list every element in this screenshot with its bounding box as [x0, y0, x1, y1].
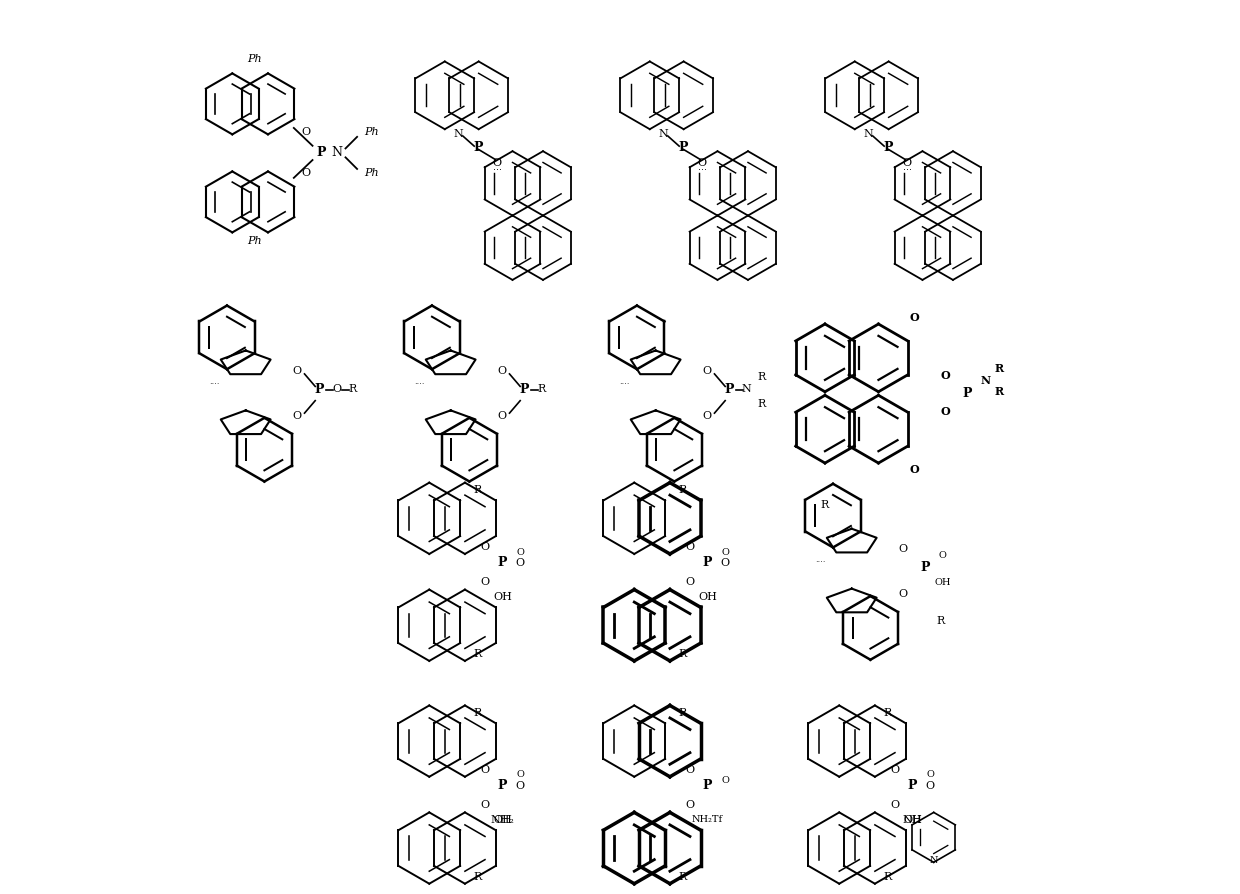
Text: O: O	[909, 464, 919, 475]
Text: ····: ····	[414, 380, 425, 389]
Text: O: O	[890, 800, 899, 810]
Text: R: R	[678, 485, 687, 494]
Text: OH: OH	[935, 578, 951, 587]
Text: O: O	[492, 158, 502, 168]
Text: OH: OH	[494, 592, 512, 602]
Text: P: P	[962, 387, 972, 400]
Text: P: P	[520, 383, 528, 395]
Text: P: P	[724, 383, 734, 395]
Text: P: P	[920, 561, 930, 574]
Text: R: R	[537, 384, 546, 394]
Text: O: O	[684, 800, 694, 810]
Text: O: O	[516, 548, 525, 557]
Text: OH: OH	[494, 814, 512, 824]
Text: O: O	[722, 548, 729, 557]
Text: N: N	[930, 856, 937, 865]
Text: O: O	[301, 128, 311, 138]
Text: O: O	[909, 312, 919, 324]
Text: O: O	[899, 589, 908, 599]
Text: O: O	[684, 764, 694, 774]
Text: Ph: Ph	[365, 168, 379, 179]
Text: ····: ····	[210, 380, 219, 389]
Text: N: N	[658, 130, 668, 139]
Text: P: P	[474, 141, 484, 155]
Text: O: O	[497, 367, 507, 376]
Text: O: O	[516, 558, 525, 568]
Text: O: O	[516, 780, 525, 790]
Text: O: O	[516, 771, 525, 780]
Text: N: N	[742, 384, 751, 394]
Text: P: P	[908, 780, 918, 792]
Text: O: O	[899, 544, 908, 554]
Text: O: O	[480, 542, 489, 552]
Text: O: O	[293, 367, 303, 376]
Text: P: P	[497, 780, 507, 792]
Text: O: O	[926, 771, 934, 780]
Text: O: O	[684, 542, 694, 552]
Text: N: N	[454, 130, 464, 139]
Text: P: P	[497, 556, 507, 569]
Text: O: O	[293, 411, 303, 421]
Text: O: O	[939, 552, 946, 561]
Text: R: R	[883, 707, 892, 718]
Text: OH: OH	[698, 592, 717, 602]
Text: N: N	[863, 130, 873, 139]
Text: Ph: Ph	[247, 237, 262, 247]
Text: R: R	[678, 872, 687, 881]
Text: ···: ···	[903, 164, 911, 175]
Text: O: O	[940, 370, 950, 381]
Text: R: R	[758, 373, 766, 383]
Text: O: O	[497, 411, 507, 421]
Text: ····: ····	[815, 559, 826, 568]
Text: O: O	[925, 780, 935, 790]
Text: R: R	[678, 707, 687, 718]
Text: R: R	[348, 384, 357, 394]
Text: O: O	[703, 411, 712, 421]
Text: R: R	[758, 400, 766, 409]
Text: O: O	[703, 367, 712, 376]
Text: R: R	[936, 616, 945, 626]
Text: R: R	[474, 872, 481, 881]
Text: ····: ····	[619, 380, 630, 389]
Text: O: O	[301, 168, 311, 179]
Text: ···: ···	[698, 164, 707, 175]
Text: O: O	[698, 158, 707, 168]
Text: R: R	[994, 386, 1003, 397]
Text: O: O	[480, 764, 489, 774]
Text: P: P	[703, 556, 712, 569]
Text: R: R	[821, 500, 830, 510]
Text: O: O	[332, 384, 341, 394]
Text: O: O	[720, 558, 729, 568]
Text: O: O	[940, 406, 950, 417]
Text: R: R	[883, 872, 892, 881]
Text: P: P	[314, 383, 324, 395]
Text: O: O	[903, 158, 911, 168]
Text: P: P	[678, 141, 688, 155]
Text: R: R	[474, 649, 481, 659]
Text: R: R	[678, 649, 687, 659]
Text: P: P	[884, 141, 893, 155]
Text: O: O	[684, 578, 694, 587]
Text: N: N	[331, 147, 342, 159]
Text: P: P	[703, 780, 712, 792]
Text: O: O	[480, 578, 489, 587]
Text: NH₂: NH₂	[491, 814, 515, 824]
Text: NH₂Tf: NH₂Tf	[692, 815, 723, 824]
Text: Ph: Ph	[247, 55, 262, 64]
Text: P: P	[316, 147, 326, 159]
Text: N: N	[981, 375, 991, 385]
Text: Ph: Ph	[365, 128, 379, 138]
Text: O: O	[890, 764, 899, 774]
Text: O: O	[722, 776, 729, 785]
Text: R: R	[474, 485, 481, 494]
Text: OH: OH	[903, 814, 921, 824]
Text: R: R	[994, 363, 1003, 374]
Text: NH: NH	[903, 814, 923, 824]
Text: R: R	[474, 707, 481, 718]
Text: ···: ···	[492, 164, 502, 175]
Text: O: O	[480, 800, 489, 810]
